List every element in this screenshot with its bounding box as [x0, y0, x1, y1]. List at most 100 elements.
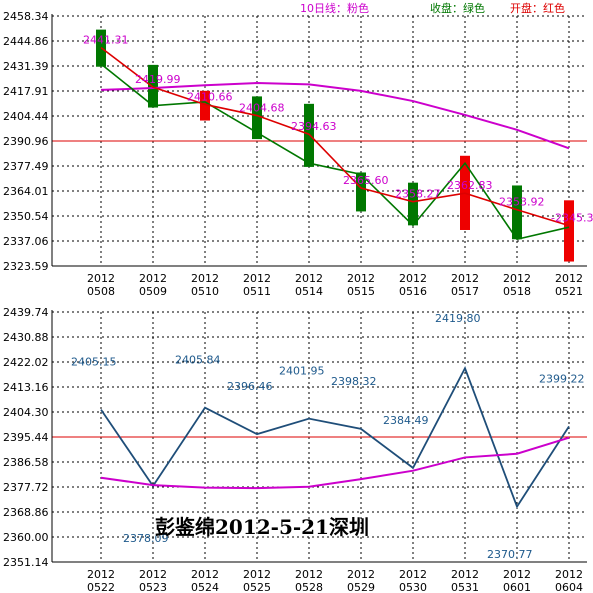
signature-text: 彭鉴绵2012-5-21深圳	[155, 515, 369, 539]
ma10-line	[100, 82, 570, 150]
open-value-label: 2358.27	[395, 188, 441, 201]
x-tick-label-date: 0521	[555, 285, 583, 298]
y-tick-label: 2404.30	[3, 406, 49, 419]
bottom-panel-marks: 2405.15 2378.09 2405.84 2396.46 2401.95 2398.…	[52, 312, 587, 561]
open-value-label: 2441.31	[83, 34, 129, 47]
x-tick-label-year: 2012	[503, 272, 531, 285]
close-value-label: 2378.09	[123, 532, 169, 545]
candle-bar	[252, 96, 262, 140]
close-value-label: 2396.46	[227, 380, 273, 393]
legend-open: 开盘：红色	[510, 1, 565, 15]
x-tick-label-year: 2012	[139, 272, 167, 285]
open-value-label: -2345.36	[551, 212, 593, 225]
open-value-label: 2394.63	[291, 120, 337, 133]
y-tick-label: 2413.16	[3, 381, 49, 394]
x-tick-label-year: 2012	[451, 568, 479, 581]
x-tick-label-year: 2012	[555, 568, 583, 581]
y-tick-label: 2417.91	[3, 85, 49, 98]
close-value-label: 2398.32	[331, 375, 377, 388]
x-tick-label-date: 0508	[87, 285, 115, 298]
y-tick-label: 2431.39	[3, 60, 49, 73]
candle-bar	[200, 90, 210, 121]
close-value-label: 2419.80	[435, 312, 481, 325]
close-value-label: 2405.84	[175, 354, 221, 367]
close-series-line	[100, 366, 570, 509]
open-value-label: 2410.66	[187, 90, 233, 103]
close-line	[100, 63, 570, 241]
x-tick-label-year: 2012	[347, 568, 375, 581]
x-tick-label-date: 0518	[503, 285, 531, 298]
open-value-label: 2362.83	[447, 179, 493, 192]
x-tick-label-date: 0516	[399, 285, 427, 298]
open-value-label: 2404.68	[239, 102, 285, 115]
y-tick-label: 2458.34	[3, 10, 49, 23]
x-tick-label-date: 0509	[139, 285, 167, 298]
open-line	[100, 46, 570, 227]
x-tick-label-date: 0514	[295, 285, 323, 298]
legend-close: 收盘：绿色	[430, 1, 485, 15]
x-tick-label-date: 0517	[451, 285, 479, 298]
x-tick-label-year: 2012	[87, 272, 115, 285]
x-tick-label-year: 2012	[139, 568, 167, 581]
y-tick-label: 2444.86	[3, 35, 49, 48]
candle-bar	[356, 172, 366, 212]
y-tick-label: 2377.49	[3, 160, 49, 173]
candle-bar	[512, 185, 522, 240]
x-tick-label-year: 2012	[243, 568, 271, 581]
x-tick-label-date: 0515	[347, 285, 375, 298]
close-value-label: 2401.95	[279, 365, 325, 378]
x-tick-label-year: 2012	[295, 568, 323, 581]
y-tick-label: 2364.01	[3, 185, 49, 198]
y-tick-label: 2422.02	[3, 356, 49, 369]
x-tick-label-year: 2012	[295, 272, 323, 285]
close-value-label: 2405.15	[71, 356, 117, 369]
x-tick-label-year: 2012	[243, 272, 271, 285]
y-tick-label: 2430.88	[3, 331, 49, 344]
x-tick-label-date: 0525	[243, 581, 271, 593]
candle-bar	[304, 103, 314, 167]
x-tick-label-year: 2012	[503, 568, 531, 581]
x-tick-label-year: 2012	[87, 568, 115, 581]
x-tick-label-date: 0522	[87, 581, 115, 593]
x-tick-label-date: 0530	[399, 581, 427, 593]
x-tick-label-date: 0528	[295, 581, 323, 593]
x-tick-label-year: 2012	[399, 272, 427, 285]
legend-ma10: 10日线：粉色	[300, 1, 369, 15]
y-tick-label: 2350.54	[3, 210, 49, 223]
y-tick-label: 2323.59	[3, 260, 49, 273]
x-tick-label-date: 0510	[191, 285, 219, 298]
close-value-label: 2399.22	[539, 372, 585, 385]
y-tick-label: 2386.58	[3, 456, 49, 469]
y-tick-label: 2337.06	[3, 235, 49, 248]
x-tick-label-year: 2012	[347, 272, 375, 285]
candle-bar	[408, 182, 418, 226]
open-value-label: 2353.92	[499, 196, 545, 209]
y-tick-label: 2404.44	[3, 110, 49, 123]
x-tick-label-date: 0601	[503, 581, 531, 593]
y-tick-label: 2360.00	[3, 531, 49, 544]
x-tick-label-year: 2012	[191, 272, 219, 285]
close-value-label: 2384.49	[383, 414, 429, 427]
y-tick-label: 2395.44	[3, 431, 49, 444]
y-tick-label: 2390.96	[3, 135, 49, 148]
y-tick-label: 2439.74	[3, 306, 49, 319]
x-tick-label-date: 0604	[555, 581, 583, 593]
ma10-series-line	[100, 436, 570, 490]
y-tick-label: 2351.14	[3, 556, 49, 569]
x-tick-label-date: 0529	[347, 581, 375, 593]
y-tick-label: 2368.86	[3, 506, 49, 519]
x-tick-label-date: 0524	[191, 581, 219, 593]
x-tick-label-year: 2012	[555, 272, 583, 285]
x-tick-label-year: 2012	[399, 568, 427, 581]
x-tick-label-date: 0511	[243, 285, 271, 298]
x-tick-label-date: 0523	[139, 581, 167, 593]
candle-bar	[564, 200, 574, 262]
close-value-label: 2370.77	[487, 548, 533, 561]
open-value-label: 2419.99	[135, 73, 181, 86]
y-tick-label: 2377.72	[3, 481, 49, 494]
x-tick-label-date: 0531	[451, 581, 479, 593]
top-panel-marks: 2441.31 2419.99 2410.66 2404.68 2394.63 2365.…	[52, 29, 593, 262]
open-value-label: 2365.60	[343, 174, 389, 187]
x-tick-label-year: 2012	[451, 272, 479, 285]
